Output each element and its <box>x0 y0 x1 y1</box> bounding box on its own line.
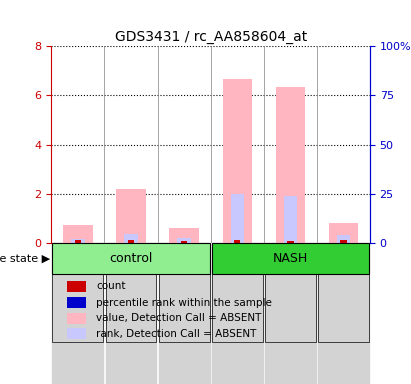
Title: GDS3431 / rc_AA858604_at: GDS3431 / rc_AA858604_at <box>115 30 307 44</box>
FancyBboxPatch shape <box>53 274 104 342</box>
Bar <box>67 281 86 292</box>
Bar <box>67 313 86 323</box>
Text: percentile rank within the sample: percentile rank within the sample <box>96 298 272 308</box>
Bar <box>231 194 244 243</box>
Bar <box>265 243 316 384</box>
Bar <box>181 241 187 243</box>
Bar <box>53 243 104 384</box>
FancyBboxPatch shape <box>212 243 369 274</box>
FancyBboxPatch shape <box>159 274 210 342</box>
Bar <box>340 240 346 243</box>
Bar <box>75 240 81 243</box>
Bar <box>106 243 157 384</box>
Bar <box>159 243 210 384</box>
FancyBboxPatch shape <box>265 274 316 342</box>
Text: rank, Detection Call = ABSENT: rank, Detection Call = ABSENT <box>96 329 256 339</box>
Bar <box>67 297 86 308</box>
FancyBboxPatch shape <box>318 274 369 342</box>
Text: NASH: NASH <box>272 252 308 265</box>
Bar <box>223 79 252 243</box>
Bar <box>276 87 305 243</box>
Text: value, Detection Call = ABSENT: value, Detection Call = ABSENT <box>96 313 261 323</box>
Text: disease state ▶: disease state ▶ <box>0 254 50 264</box>
Bar <box>71 239 85 243</box>
Text: control: control <box>109 252 153 265</box>
Bar <box>318 243 369 384</box>
Bar <box>63 225 92 243</box>
FancyBboxPatch shape <box>106 274 157 342</box>
Bar <box>116 189 145 243</box>
Bar <box>128 240 134 243</box>
Bar <box>67 328 86 339</box>
Bar <box>287 241 293 243</box>
Bar <box>337 235 350 243</box>
Bar <box>169 228 199 243</box>
Bar <box>178 238 191 243</box>
Bar <box>212 243 263 384</box>
FancyBboxPatch shape <box>53 243 210 274</box>
FancyBboxPatch shape <box>212 274 263 342</box>
Bar <box>125 234 138 243</box>
Text: count: count <box>96 281 125 291</box>
Bar <box>284 196 297 243</box>
Bar <box>329 223 358 243</box>
Bar <box>234 240 240 243</box>
